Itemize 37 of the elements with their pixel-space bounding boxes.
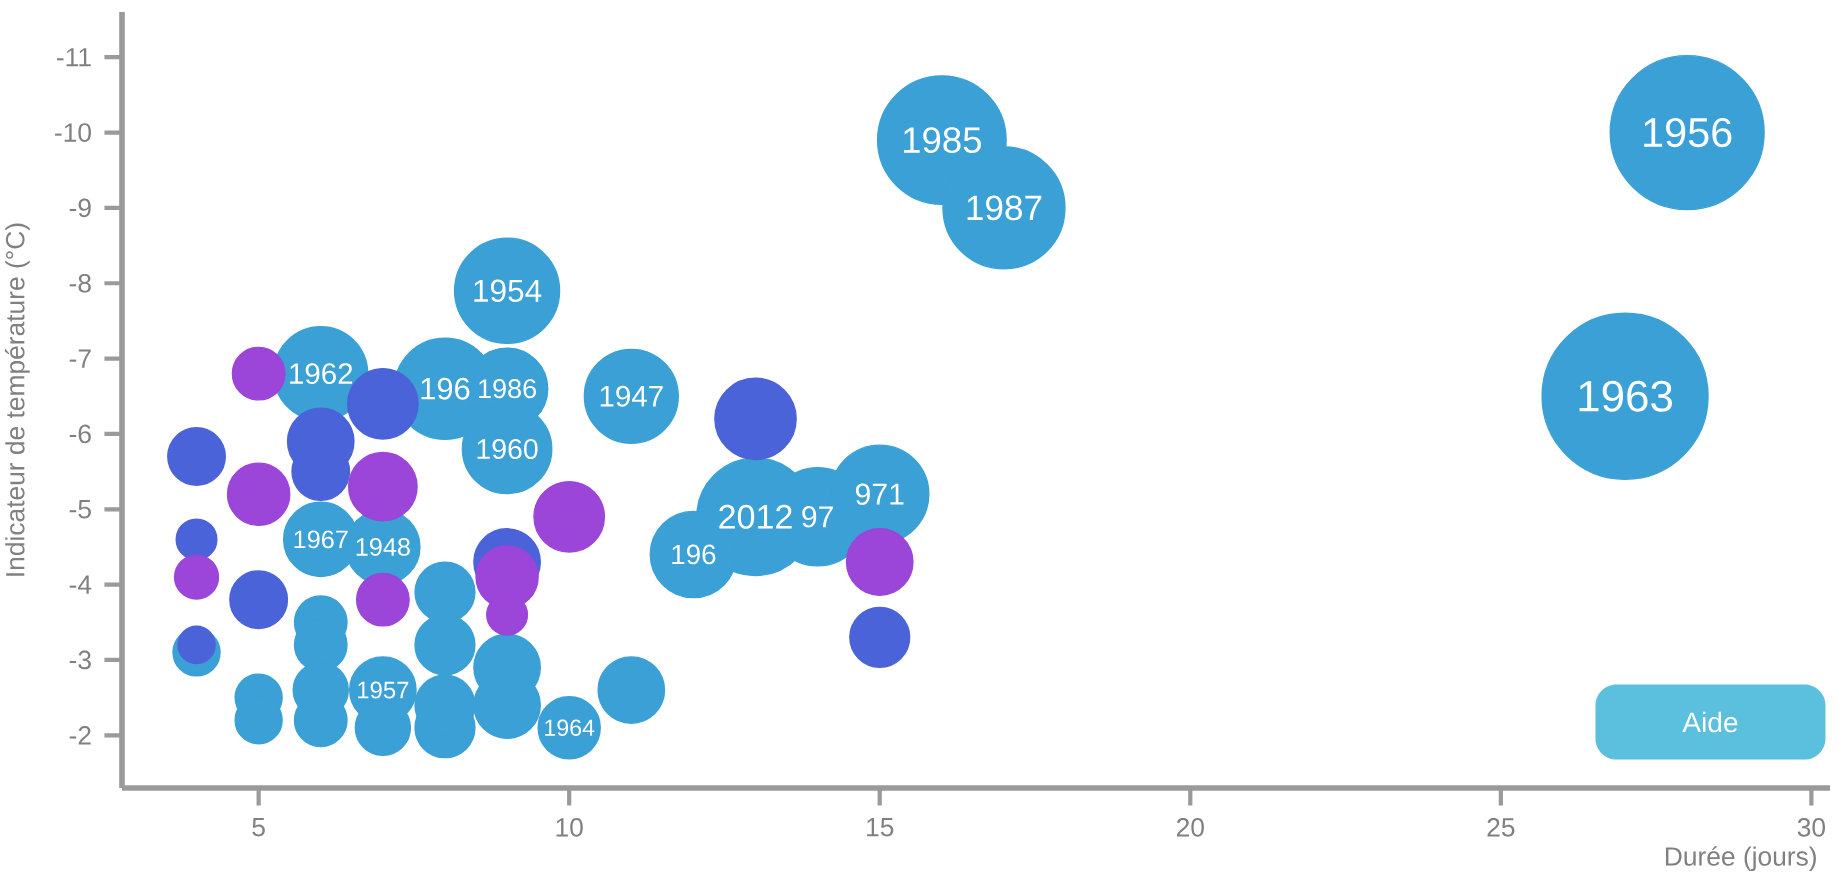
y-tick-label: -9 <box>69 198 91 218</box>
y-tick-label: -4 <box>69 575 92 594</box>
annotation: 1960 <box>477 438 538 460</box>
annotation: 1954 <box>474 279 542 302</box>
annotation: 1962 <box>290 363 353 385</box>
x-tick-label: 15 <box>867 818 894 837</box>
x-tick-label: 25 <box>1487 818 1515 837</box>
annotation: 1986 <box>479 379 536 399</box>
annotation: 196 <box>672 544 716 565</box>
annotation: 1985 <box>904 127 981 153</box>
annotation: 97 <box>802 506 833 528</box>
y-tick-label: -2 <box>69 726 91 745</box>
y-tick-label: -11 <box>57 48 91 67</box>
x-tick-label: 10 <box>556 818 583 837</box>
annotation: 1947 <box>600 385 663 407</box>
y-tick-label: -8 <box>69 273 91 293</box>
annotation: 196 <box>421 377 470 400</box>
x-tick-label: 5 <box>252 818 265 837</box>
x-tick-label: 20 <box>1176 818 1204 837</box>
y-tick-label: -10 <box>55 123 91 142</box>
x-tick-label: 30 <box>1797 818 1826 837</box>
annotation: 1948 <box>356 538 410 556</box>
annotation: 1987 <box>967 195 1042 221</box>
annotation: Aide <box>1682 711 1738 733</box>
y-tick-label: -7 <box>69 349 91 368</box>
annotation: 971 <box>855 483 904 505</box>
annotation: 1956 <box>1644 117 1732 148</box>
annotation: 2012 <box>719 504 792 529</box>
annotation: 1967 <box>294 530 348 549</box>
annotation: 1964 <box>545 719 595 736</box>
x-axis-title: Durée (jours) <box>1665 846 1816 871</box>
annotation: 1957 <box>358 681 409 699</box>
y-tick-label: -3 <box>69 650 91 670</box>
y-tick-label: -5 <box>69 500 91 519</box>
annotation: 1963 <box>1579 380 1672 412</box>
y-tick-label: -6 <box>69 424 91 444</box>
y-axis-title: Indicateur de température (°C) <box>4 223 30 576</box>
